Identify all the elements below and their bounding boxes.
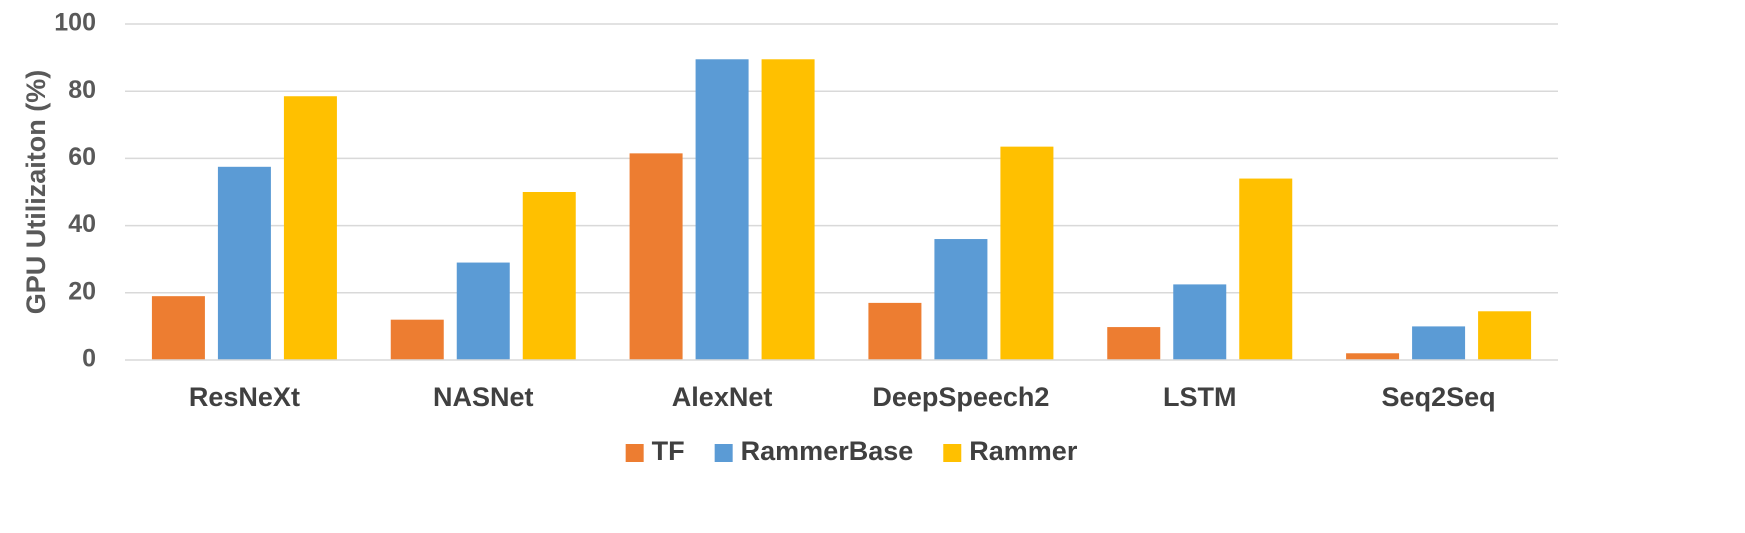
legend: TF RammerBase Rammer (625, 436, 1078, 466)
bar-rammerbase-lstm (1173, 284, 1227, 360)
y-axis-title: GPU Utilizaiton (%) (21, 70, 51, 315)
x-category-label: ResNeXt (189, 382, 300, 412)
y-tick-label: 80 (68, 76, 96, 104)
x-category-label: DeepSpeech2 (872, 382, 1049, 412)
y-tick-label: 0 (82, 345, 96, 373)
bar-rammer-nasnet (522, 192, 576, 360)
bar-rammerbase-nasnet (456, 262, 510, 360)
x-category-label: Seq2Seq (1382, 382, 1496, 412)
bar-rammer-seq2seq (1478, 311, 1532, 360)
bar-rammer-lstm (1239, 178, 1293, 360)
bar-rammer-deepspeech2 (1000, 146, 1054, 360)
x-category-label: NASNet (433, 382, 534, 412)
y-tick-label: 60 (68, 143, 96, 171)
legend-swatch (943, 444, 962, 462)
legend-item-rammerbase: RammerBase (714, 436, 914, 466)
bar-tf-lstm (1107, 327, 1161, 360)
legend-label: RammerBase (741, 436, 914, 466)
legend-swatch (625, 444, 644, 462)
bar-tf-alexnet (629, 153, 683, 360)
bar-rammerbase-seq2seq (1412, 326, 1466, 360)
y-axis-ticks: 0 20 40 60 80 100 (54, 9, 96, 373)
bar-rammerbase-resnext (217, 166, 271, 360)
x-category-label: LSTM (1163, 382, 1237, 412)
y-tick-label: 40 (68, 210, 96, 238)
bar-rammer-alexnet (761, 59, 815, 360)
legend-item-rammer: Rammer (943, 436, 1078, 466)
legend-item-tf: TF (625, 436, 685, 466)
y-tick-label: 100 (54, 9, 96, 37)
bar-rammerbase-deepspeech2 (934, 239, 988, 360)
bar-rammer-resnext (283, 96, 337, 361)
bar-tf-deepspeech2 (868, 302, 922, 360)
bar-tf-nasnet (390, 319, 444, 360)
gridlines (125, 23, 1558, 294)
bar-rammerbase-alexnet (695, 59, 749, 360)
x-axis-category-labels: ResNeXt NASNet AlexNet DeepSpeech2 LSTM Seq2S… (189, 382, 1496, 412)
bars (151, 59, 1532, 361)
y-tick-label: 20 (68, 277, 96, 305)
legend-swatch (714, 444, 733, 462)
bar-tf-seq2seq (1346, 353, 1400, 360)
legend-label: TF (652, 436, 685, 466)
x-category-label: AlexNet (672, 382, 773, 412)
bar-tf-resnext (151, 296, 205, 360)
legend-label: Rammer (969, 436, 1078, 466)
